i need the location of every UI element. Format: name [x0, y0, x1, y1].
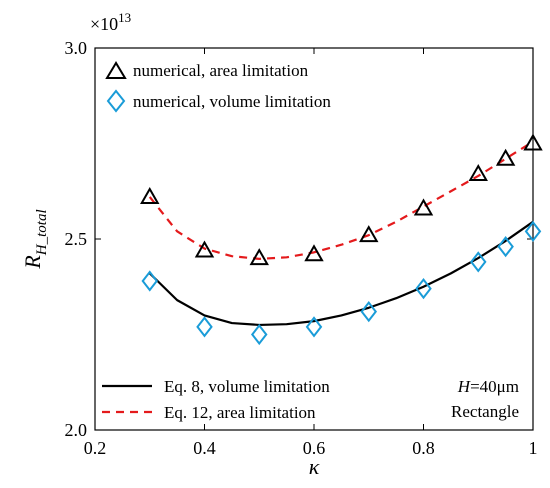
- volume-diamond-point: [305, 316, 323, 338]
- volume-diamond-point: [497, 236, 514, 258]
- y-tick-label: 2.0: [65, 420, 88, 440]
- volume-diamond-point: [415, 278, 432, 300]
- area-triangle-point: [140, 186, 160, 204]
- y-multiplier: ×1013: [90, 10, 131, 34]
- legend-diamond-marker: [106, 89, 126, 113]
- y-axis-title-sub: H_total: [34, 209, 50, 256]
- x-tick-label: 1: [529, 438, 538, 458]
- legend-label-area-numerical: numerical, area limitation: [133, 61, 309, 80]
- x-tick-label: 0.4: [193, 438, 216, 458]
- y-tick-label: 2.5: [65, 229, 88, 249]
- eq12-dashed-line: [148, 140, 534, 260]
- volume-diamond-point: [141, 270, 159, 292]
- area-triangle-point: [523, 133, 543, 151]
- x-tick-label: 0.8: [412, 438, 435, 458]
- y-axis: 2.0 2.5 3.0: [65, 38, 533, 440]
- area-triangle-point: [194, 240, 215, 258]
- y-axis-title: RH_total: [20, 209, 50, 269]
- annotation-shape: Rectangle: [451, 402, 519, 421]
- volume-diamond-point: [360, 300, 378, 323]
- legend-label-eq12: Eq. 12, area limitation: [164, 403, 316, 422]
- y-axis-title-main: R: [20, 255, 45, 270]
- legend-bottom: Eq. 8, volume limitation Eq. 12, area li…: [102, 377, 330, 422]
- legend-top: numerical, area limitation numerical, vo…: [105, 61, 331, 113]
- annotation-height: H=40μm: [457, 377, 519, 396]
- area-triangle-point: [304, 244, 324, 262]
- series-layer: [140, 133, 543, 346]
- x-axis-title: κ: [309, 454, 320, 479]
- area-triangle-point: [495, 148, 516, 166]
- volume-diamond-point: [524, 220, 542, 242]
- legend-triangle-marker: [105, 61, 127, 79]
- legend-label-volume-numerical: numerical, volume limitation: [133, 92, 331, 111]
- area-triangle-point: [413, 198, 434, 216]
- legend-label-eq8: Eq. 8, volume limitation: [164, 377, 330, 396]
- area-triangle-point: [249, 248, 269, 266]
- volume-diamond-point: [196, 316, 213, 338]
- x-tick-label: 0.6: [303, 438, 326, 458]
- volume-diamond-point: [469, 251, 487, 273]
- y-tick-label: 3.0: [65, 38, 88, 58]
- volume-diamond-point: [250, 323, 268, 346]
- x-tick-label: 0.2: [84, 438, 107, 458]
- eq8-solid-line: [148, 220, 534, 327]
- area-triangle-point: [359, 225, 379, 243]
- area-triangle-point: [468, 164, 488, 182]
- svg-text:RH_total: RH_total: [20, 209, 50, 269]
- x-axis: 0.2 0.4 0.6 0.8 1: [84, 48, 538, 458]
